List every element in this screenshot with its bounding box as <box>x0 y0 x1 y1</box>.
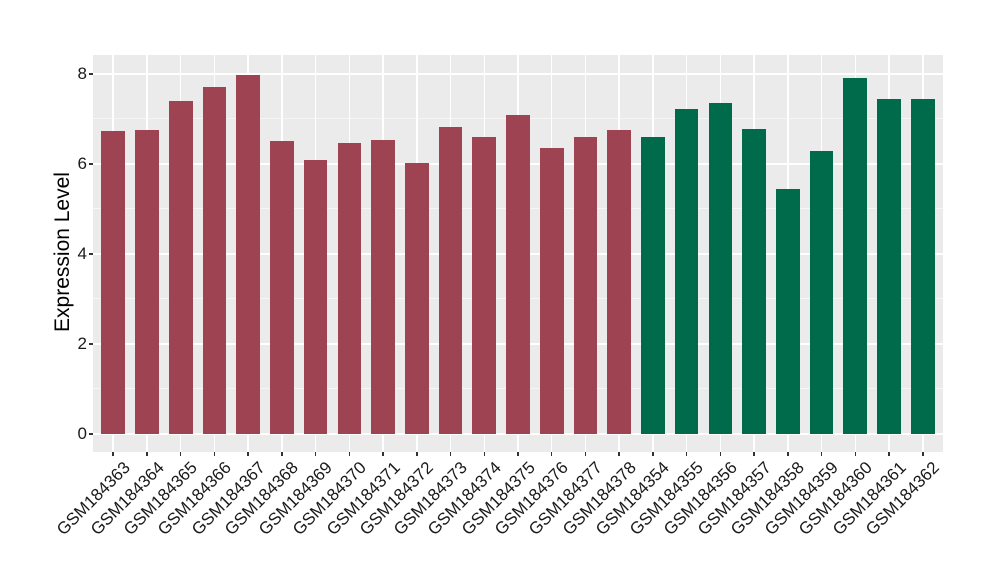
x-axis-tick <box>281 452 283 456</box>
x-axis-tick <box>922 452 924 456</box>
bar-GSM184360 <box>843 78 868 434</box>
x-axis-tick <box>112 452 114 456</box>
bar-GSM184371 <box>371 140 395 434</box>
y-axis-tick <box>88 253 93 255</box>
bar-GSM184362 <box>910 99 935 434</box>
bar-GSM184359 <box>809 150 834 434</box>
bar-GSM184356 <box>708 102 733 434</box>
y-axis-tick <box>88 343 93 345</box>
bar-GSM184377 <box>573 136 598 434</box>
y-axis-tick-label: 8 <box>77 63 87 83</box>
bar-GSM184374 <box>472 137 497 434</box>
x-axis-tick <box>618 452 620 456</box>
x-axis-tick <box>685 452 688 456</box>
y-axis-tick-label: 4 <box>77 243 87 263</box>
y-axis-tick <box>88 73 93 75</box>
bar-GSM184372 <box>405 162 429 434</box>
bar-GSM184363 <box>101 131 126 434</box>
x-axis-tick <box>314 452 317 456</box>
bar-GSM184361 <box>877 98 901 434</box>
bar-GSM184366 <box>202 86 227 434</box>
x-axis-tick <box>517 452 519 456</box>
x-axis-tick <box>348 452 351 456</box>
x-axis-tick <box>179 452 182 456</box>
bar-GSM184365 <box>168 101 193 434</box>
y-axis-tick <box>88 163 93 165</box>
x-axis-tick <box>247 452 249 456</box>
plot-panel <box>93 55 943 452</box>
x-axis-tick <box>382 452 384 456</box>
x-axis-tick <box>483 452 486 456</box>
x-axis-tick <box>854 452 857 456</box>
x-axis-tick <box>584 452 587 456</box>
bar-GSM184373 <box>438 127 463 434</box>
x-axis-tick <box>213 452 216 456</box>
bar-GSM184354 <box>641 137 665 434</box>
y-axis-tick-label: 0 <box>77 423 87 443</box>
bar-GSM184364 <box>135 130 159 434</box>
bar-GSM184367 <box>236 75 260 434</box>
x-axis-tick <box>652 452 654 456</box>
x-axis-tick <box>449 452 452 456</box>
bar-GSM184355 <box>674 109 699 434</box>
bar-GSM184378 <box>607 130 631 434</box>
bar-GSM184357 <box>742 129 766 434</box>
bar-GSM184375 <box>506 115 530 434</box>
bar-GSM184370 <box>337 142 362 434</box>
x-axis-tick <box>820 452 823 456</box>
y-axis-tick-label: 2 <box>77 333 87 353</box>
y-axis-tick-label: 6 <box>77 153 87 173</box>
x-axis-tick <box>146 452 148 456</box>
x-axis-tick <box>753 452 755 456</box>
bar-GSM184358 <box>776 189 800 434</box>
x-axis-tick <box>550 452 553 456</box>
x-axis-tick <box>787 452 789 456</box>
x-axis-tick <box>719 452 722 456</box>
y-axis-tick <box>88 433 93 435</box>
bar-GSM184376 <box>539 148 564 434</box>
bar-GSM184369 <box>303 159 328 434</box>
bar-GSM184368 <box>270 140 294 434</box>
x-axis-tick <box>416 452 418 456</box>
x-axis-tick <box>888 452 890 456</box>
